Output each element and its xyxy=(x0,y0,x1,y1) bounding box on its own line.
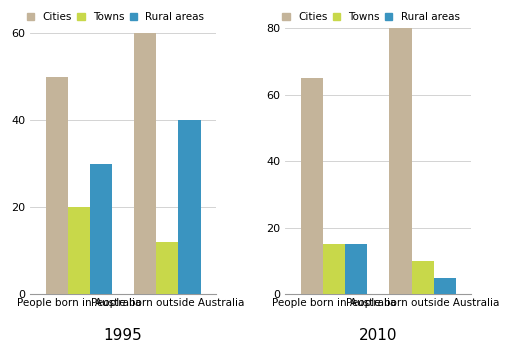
Bar xyxy=(390,28,412,294)
Bar xyxy=(412,261,434,294)
X-axis label: 1995: 1995 xyxy=(104,328,142,343)
Bar xyxy=(68,207,90,294)
Legend: Cities, Towns, Rural areas: Cities, Towns, Rural areas xyxy=(281,11,461,23)
Bar xyxy=(323,244,345,294)
Bar xyxy=(301,78,323,294)
Bar xyxy=(46,77,68,294)
Bar xyxy=(345,244,367,294)
Bar xyxy=(134,33,156,294)
Bar xyxy=(434,278,456,294)
Bar xyxy=(90,164,112,294)
Legend: Cities, Towns, Rural areas: Cities, Towns, Rural areas xyxy=(26,11,205,23)
Bar xyxy=(156,242,179,294)
Bar xyxy=(179,120,201,294)
X-axis label: 2010: 2010 xyxy=(359,328,398,343)
